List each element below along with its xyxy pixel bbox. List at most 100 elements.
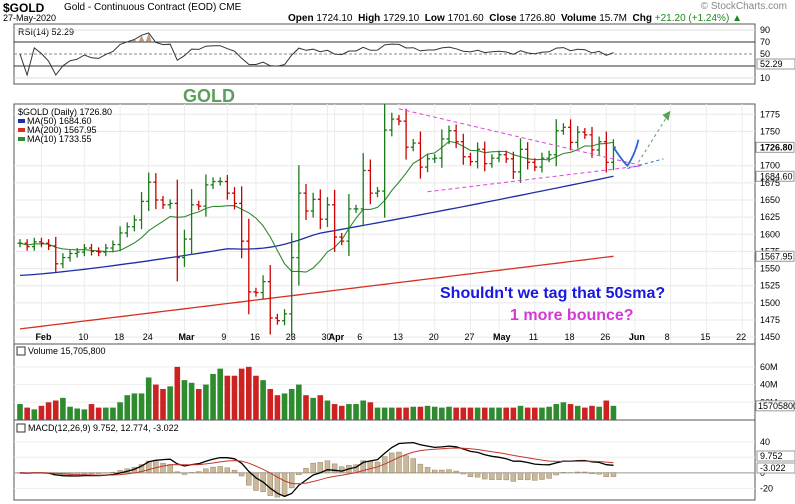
price-bar (575, 126, 581, 149)
volume-bar (489, 407, 495, 420)
price-marker-box (755, 141, 795, 153)
macd-hist-bar (474, 472, 481, 478)
volume-bar (510, 407, 517, 420)
volume-bar (203, 384, 209, 420)
volume-bar (589, 405, 595, 420)
volume-bar (160, 389, 166, 420)
rsi-line (19, 32, 614, 77)
legend-title: $GOLD (Daily) 1726.80 (18, 107, 112, 117)
price-tick-label: 1475 (760, 315, 780, 325)
macd-hist-bar (289, 472, 295, 489)
price-bar (417, 131, 423, 179)
price-bar (346, 194, 352, 257)
macd-hist-bar (296, 472, 302, 476)
volume-bar (460, 407, 467, 420)
macd-value-box (756, 450, 795, 462)
volume-bar (217, 368, 223, 420)
volume-bar (610, 405, 617, 420)
volume-bar (517, 405, 524, 420)
volume-frame (13, 343, 756, 421)
symbol-title[interactable]: $GOLD (3, 1, 45, 15)
macd-tick-label: -20 (760, 483, 773, 493)
price-bar (246, 218, 252, 315)
price-bar (510, 151, 516, 180)
volume-bar (296, 384, 302, 420)
x-axis-label: 18 (565, 332, 575, 342)
price-bar (189, 189, 195, 255)
volume-label: Volume (561, 13, 597, 24)
volume-bar (582, 407, 588, 420)
rsi-tick-label: 70 (760, 37, 770, 47)
macd-hist-bar (446, 469, 452, 474)
price-bar (568, 119, 574, 151)
price-bar (232, 187, 237, 210)
price-bar (81, 243, 87, 257)
price-bar (31, 237, 37, 251)
volume-bar (303, 395, 309, 420)
volume-bar (267, 389, 274, 420)
macd-hist-bar (231, 469, 238, 474)
price-bar (425, 153, 431, 173)
price-tick-label: 1550 (760, 264, 780, 274)
macd-hist-bar (432, 469, 438, 474)
macd-hist-bar (196, 471, 202, 474)
price-bar (167, 199, 173, 209)
volume-bar (474, 407, 481, 420)
macd-hist-bar (303, 468, 309, 474)
price-bar (96, 247, 102, 257)
volume-bar (17, 404, 23, 420)
volume-bar (481, 407, 488, 420)
volume-bar (110, 407, 116, 420)
price-bar (46, 239, 52, 251)
rsi-label: RSI(14) 52.29 (18, 27, 74, 37)
price-bar (181, 229, 187, 267)
volume-bar (52, 400, 59, 420)
volume-toggle-icon[interactable] (16, 346, 26, 356)
x-axis-label: May (493, 332, 511, 342)
macd-hist-bar (603, 472, 609, 477)
price-bar (582, 128, 588, 139)
volume-bar (231, 375, 238, 420)
x-axis-label: Feb (35, 332, 52, 342)
volume-bar (446, 406, 452, 420)
high-label: High (358, 13, 381, 24)
price-bar (74, 248, 80, 258)
volume-bar (181, 380, 188, 420)
price-tick-label: 1625 (760, 212, 780, 222)
x-axis-label: 18 (114, 332, 124, 342)
price-bar (217, 177, 223, 186)
price-bar (146, 172, 152, 211)
macd-hist-bar (95, 472, 102, 474)
chart-date: 27-May-2020 (3, 13, 57, 23)
price-bar (496, 150, 502, 163)
x-axis-label: 27 (464, 332, 474, 342)
volume-bar (145, 377, 152, 420)
price-bar (532, 158, 538, 172)
macd-hist-bar (81, 472, 88, 475)
volume-bar (188, 382, 195, 420)
macd-hist-bar (88, 472, 95, 474)
volume-bar (253, 375, 259, 420)
price-bar (439, 129, 445, 168)
volume-bar (124, 395, 131, 420)
volume-bar (539, 407, 545, 420)
volume-tick-label: 40M (760, 380, 778, 390)
macd-toggle-icon[interactable] (16, 423, 26, 433)
price-bar (17, 239, 23, 248)
legend-ma50: MA(50) 1684.60 (27, 116, 92, 126)
volume-current-label: 15705800 (758, 401, 795, 411)
price-bar (224, 174, 230, 200)
price-bar (446, 125, 452, 145)
volume-bar (167, 386, 173, 420)
volume-bar (396, 407, 402, 420)
x-axis-label: 30 (321, 332, 331, 342)
legend-ma200: MA(200) 1567.95 (27, 125, 97, 135)
macd-signal-line (19, 447, 614, 485)
macd-hist-bar (539, 472, 545, 480)
volume-bar (95, 407, 102, 420)
rsi-panel: RSI(14) 52.29 9070503010 52.29 (13, 23, 795, 85)
price-tick-label: 1700 (760, 161, 780, 171)
volume-bar (596, 406, 602, 420)
volume-bar (260, 380, 266, 420)
